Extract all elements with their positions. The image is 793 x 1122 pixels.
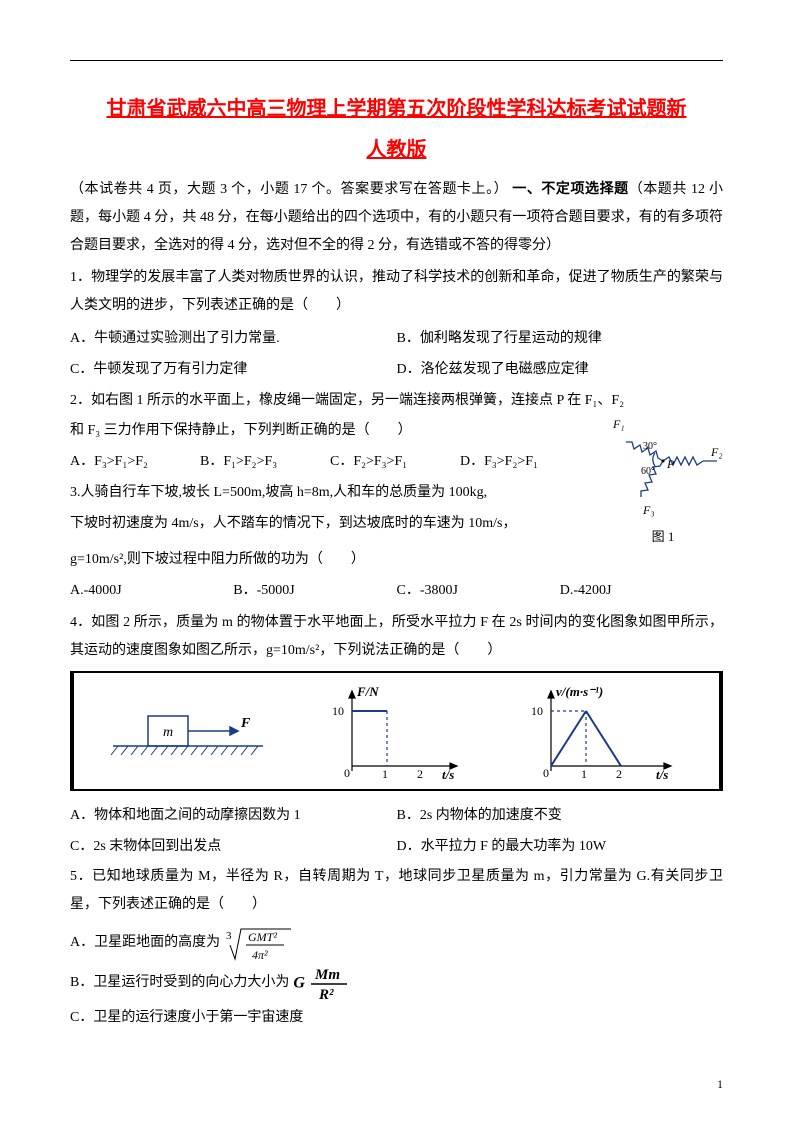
- q1-opts-row2: C．牛顿发现了万有引力定律 D．洛伦兹发现了电磁感应定律: [70, 355, 723, 386]
- q4-opt-a: A．物体和地面之间的动摩擦因数为 1: [70, 801, 397, 832]
- spring-diagram-icon: 30° 60° F₁ F₂ F₃ P: [603, 416, 723, 526]
- point-p-dot: [662, 460, 665, 463]
- vt-xtick-2: 2: [616, 767, 622, 781]
- frac-den: R²: [318, 987, 334, 1003]
- intro-text: （本试卷共 4 页，大题 3 个，小题 17 个。答案要求写在答题卡上。）: [70, 182, 508, 197]
- q1-opt-b: B．伽利略发现了行星运动的规律: [397, 324, 724, 355]
- q4-opt-c: C．2s 末物体回到出发点: [70, 832, 397, 863]
- exam-title-line1: 甘肃省武威六中高三物理上学期第五次阶段性学科达标考试试题新: [70, 91, 723, 127]
- q3-line3: g=10m/s²,则下坡过程中阻力所做的功为（ ）: [70, 545, 723, 576]
- root-index: 3: [226, 930, 232, 942]
- q4-opt-d: D．水平拉力 F 的最大功率为 10W: [397, 832, 724, 863]
- q5-opt-a: A．卫星距地面的高度为 3 GMT² 4π²: [70, 923, 723, 965]
- force-f-label: F: [240, 716, 251, 731]
- velocity-time-chart: 10 0 1 2 v/(m·s⁻¹) t/s: [521, 681, 691, 781]
- exam-intro: （本试卷共 4 页，大题 3 个，小题 17 个。答案要求写在答题卡上。） 一、…: [70, 176, 723, 260]
- vt-xlabel: t/s: [656, 767, 668, 781]
- ft-ytick-10: 10: [332, 704, 344, 718]
- q1-opt-a: A．牛顿通过实验测出了引力常量.: [70, 324, 397, 355]
- q5-stem: 5．已知地球质量为 M，半径为 R，自转周期为 T，地球同步卫星质量为 m，引力…: [70, 863, 723, 919]
- force-time-chart: 10 0 1 2 F/N t/s: [322, 681, 472, 781]
- frac-num: Mm: [314, 967, 340, 983]
- exam-page: 甘肃省武威六中高三物理上学期第五次阶段性学科达标考试试题新 人教版 （本试卷共 …: [0, 0, 793, 1073]
- figure-1: 30° 60° F₁ F₂ F₃ P 图 1: [603, 416, 723, 545]
- q3-opts: A.-4000J B．-5000J C．-3800J D.-4200J: [70, 576, 723, 607]
- centripetal-formula: G Mm R²: [293, 965, 349, 1003]
- q4-opts-row2: C．2s 末物体回到出发点 D．水平拉力 F 的最大功率为 10W: [70, 832, 723, 863]
- q1-stem: 1．物理学的发展丰富了人类对物质世界的认识，推动了科学技术的创新和革命，促进了物…: [70, 264, 723, 320]
- p-label: P: [666, 457, 675, 471]
- f2-label: F₂: [710, 445, 723, 459]
- q5-opt-b: B．卫星运行时受到的向心力大小为 G Mm R²: [70, 965, 723, 1003]
- fraction-icon: Mm R²: [309, 965, 349, 1003]
- block-m-label: m: [163, 725, 173, 740]
- q2-opt-b: B．F₁>F₂>F₃: [200, 447, 330, 478]
- q3-opt-d: D.-4200J: [560, 576, 723, 607]
- q4-opts-row1: A．物体和地面之间的动摩擦因数为 1 B．2s 内物体的加速度不变: [70, 801, 723, 832]
- ft-ylabel: F/N: [356, 684, 379, 699]
- q5-a-text: A．卫星距地面的高度为: [70, 928, 220, 959]
- q4-stem: 4．如图 2 所示，质量为 m 的物体置于水平地面上，所受水平拉力 F 在 2s…: [70, 609, 723, 665]
- q2-opt-c: C．F₂>F₃>F₁: [330, 447, 460, 478]
- q4-opt-b: B．2s 内物体的加速度不变: [397, 801, 724, 832]
- f3-label: F₃: [642, 503, 655, 517]
- q5-b-text: B．卫星运行时受到的向心力大小为: [70, 968, 289, 999]
- q3-opt-b: B．-5000J: [233, 576, 396, 607]
- angle-60-label: 60°: [641, 466, 655, 477]
- q1-opt-c: C．牛顿发现了万有引力定律: [70, 355, 397, 386]
- q3-opt-c: C．-3800J: [397, 576, 560, 607]
- block-diagram-icon: m F: [103, 691, 273, 771]
- formula-g: G: [293, 974, 305, 991]
- vt-ytick-10: 10: [531, 704, 543, 718]
- angle-30-label: 30°: [643, 441, 657, 452]
- vt-xtick-1: 1: [581, 767, 587, 781]
- cube-root-formula-icon: 3 GMT² 4π²: [224, 923, 294, 965]
- q2-opts: A．F₃>F₁>F₂ B．F₁>F₂>F₃ C．F₂>F₃>F₁ D．F₃>F₂…: [70, 447, 590, 478]
- vt-ylabel: v/(m·s⁻¹): [556, 684, 603, 699]
- root-den: 4π²: [252, 948, 268, 962]
- q2-opt-a: A．F₃>F₁>F₂: [70, 447, 200, 478]
- ft-xtick-2: 2: [417, 767, 423, 781]
- page-number: 1: [717, 1077, 723, 1092]
- exam-title-line2: 人教版: [70, 133, 723, 162]
- ft-origin: 0: [344, 766, 350, 780]
- q2-stem1: 2．如右图 1 所示的水平面上，橡皮绳一端固定，另一端连接两根弹簧，连接点 P …: [70, 386, 723, 417]
- q2-opt-d: D．F₃>F₂>F₁: [460, 447, 590, 478]
- section1-heading: 一、不定项选择题: [512, 182, 628, 197]
- figure-2-row: m F 10 0 1 2 F/N t/s: [70, 671, 723, 791]
- q5-opt-c: C．卫星的运行速度小于第一宇宙速度: [70, 1003, 723, 1034]
- vt-origin: 0: [543, 766, 549, 780]
- q3-opt-a: A.-4000J: [70, 576, 233, 607]
- ft-xtick-1: 1: [382, 767, 388, 781]
- f1-label: F₁: [612, 417, 625, 431]
- q1-opts-row1: A．牛顿通过实验测出了引力常量. B．伽利略发现了行星运动的规律: [70, 324, 723, 355]
- q1-opt-d: D．洛伦兹发现了电磁感应定律: [397, 355, 724, 386]
- ft-xlabel: t/s: [442, 767, 454, 781]
- figure-1-caption: 图 1: [603, 526, 723, 545]
- top-rule: [70, 60, 723, 61]
- root-num: GMT²: [248, 930, 277, 944]
